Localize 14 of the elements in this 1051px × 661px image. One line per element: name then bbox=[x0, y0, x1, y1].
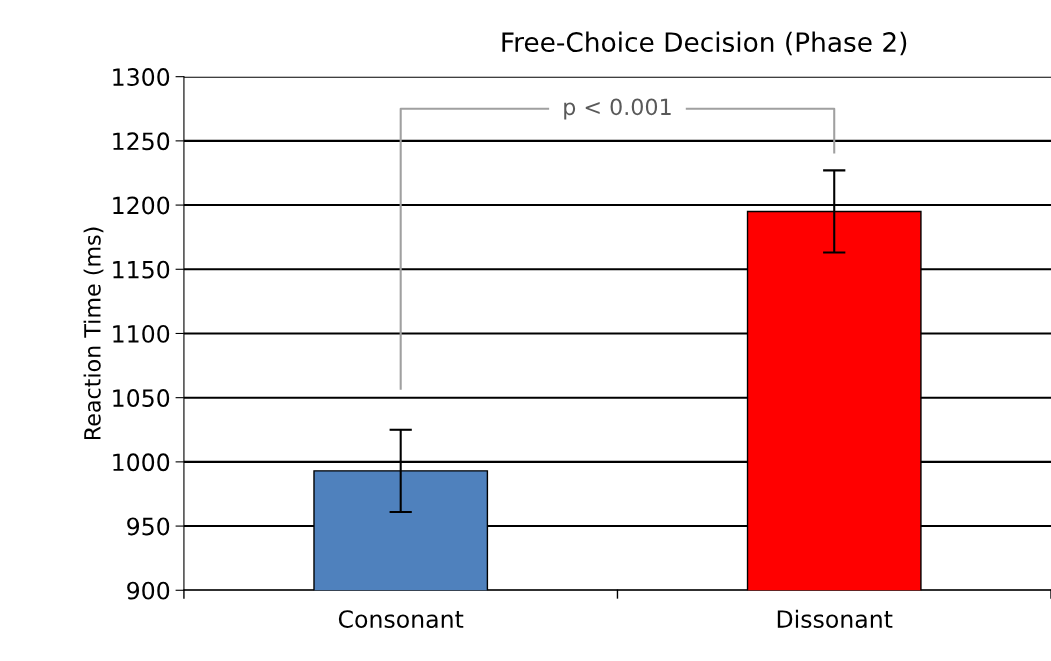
y-tick-label: 950 bbox=[127, 517, 170, 536]
annotation: p < 0.001 bbox=[564, 98, 671, 120]
x-tick-label: Consonant bbox=[338, 610, 464, 628]
y-tick-label: 1000 bbox=[113, 453, 170, 472]
y-tick-label: 1200 bbox=[113, 196, 170, 215]
x-tick-label: Dissonant bbox=[777, 609, 893, 628]
y-tick-label: 900 bbox=[127, 581, 170, 600]
y-axis-title: Reaction Time (ms) bbox=[83, 227, 104, 440]
chart-title: Free-Choice Decision (Phase 2) bbox=[502, 31, 907, 56]
y-tick-label: 1050 bbox=[113, 389, 170, 407]
y-tick-label: 1250 bbox=[113, 132, 170, 151]
y-tick-label: 1150 bbox=[113, 260, 170, 279]
y-tick-label: 1300 bbox=[113, 68, 170, 86]
y-tick-label: 1100 bbox=[113, 324, 170, 343]
